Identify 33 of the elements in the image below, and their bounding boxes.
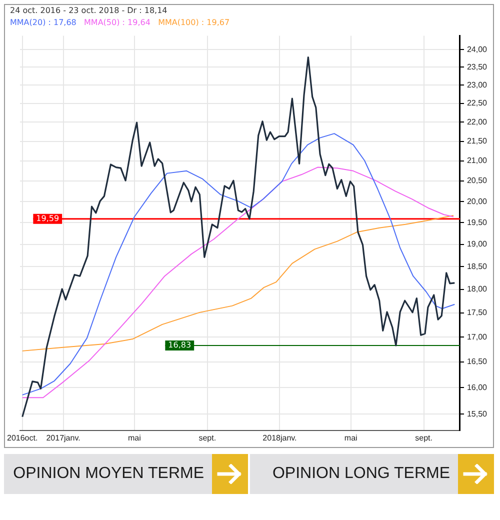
x-tick-label: 2018janv. [262,433,297,442]
y-tick-label: 24,00 [466,44,488,54]
y-tick-label: 18,00 [466,284,488,294]
x-tick-label: mai [344,433,358,442]
y-tick-label: 16,50 [466,357,488,366]
x-tick-label: 2016oct. [7,433,38,442]
y-tick-label: 20,50 [466,176,488,186]
x-tick-label: sept. [415,433,432,442]
ref-line-label: 16,83 [168,340,192,350]
y-tick-label: 20,00 [466,196,488,206]
text: OPINION MOYEN TERME [13,465,204,483]
text: OPINION LONG TERME [272,465,450,483]
x-tick-label: sept. [198,433,216,442]
text: MMA(20) : 17,68 [10,18,76,27]
y-tick-label: 15,50 [466,409,488,418]
x-tick-label: 2017janv. [46,433,80,442]
ref-line-label: 19,59 [36,214,60,223]
y-tick-label: 23,00 [466,80,488,90]
y-tick-label: 22,00 [466,117,488,126]
chart-title: 24 oct. 2016 - 23 oct. 2018 - Dr : 18,14 [10,6,168,15]
text: MMA(50) : 19,64 [84,18,150,27]
text: MMA(100) : 19,67 [158,18,230,27]
y-tick-label: 19,00 [466,240,488,249]
y-tick-label: 18,50 [466,262,488,271]
y-tick-label: 19,50 [466,218,488,227]
y-tick-label: 17,50 [466,308,488,318]
y-tick-label: 16,00 [466,382,488,392]
y-tick-label: 17,00 [466,332,488,342]
y-tick-label: 22,50 [466,98,488,108]
y-tick-label: 23,50 [466,62,488,72]
y-tick-label: 21,50 [466,136,488,146]
y-tick-label: 21,00 [466,156,488,166]
x-tick-label: mai [128,433,142,442]
